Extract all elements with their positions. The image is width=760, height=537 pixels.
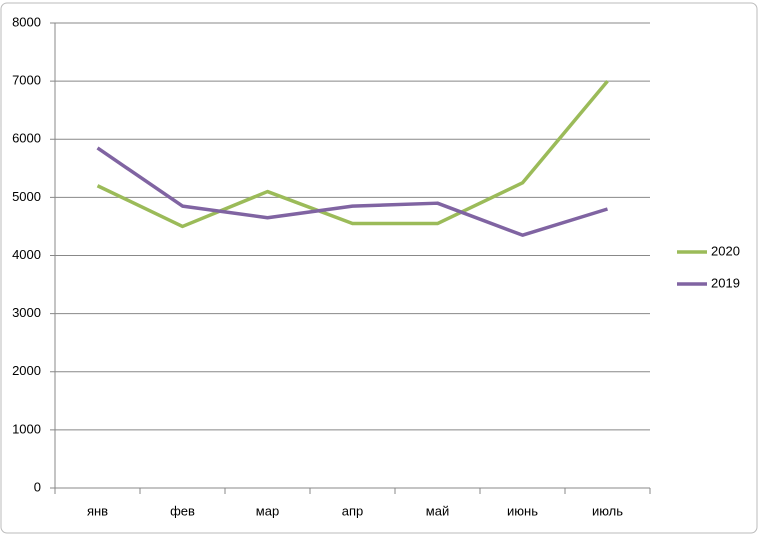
x-tick-label: май bbox=[426, 503, 449, 518]
y-tick-label: 8000 bbox=[12, 14, 41, 29]
legend-label: 2019 bbox=[711, 275, 740, 290]
y-tick-label: 3000 bbox=[12, 305, 41, 320]
x-tick-label: июнь bbox=[507, 503, 538, 518]
x-tick-label: июль bbox=[592, 503, 623, 518]
y-tick-label: 7000 bbox=[12, 73, 41, 88]
legend-label: 2020 bbox=[711, 243, 740, 258]
x-tick-label: апр bbox=[342, 503, 364, 518]
y-tick-label: 0 bbox=[34, 479, 41, 494]
x-tick-label: фев bbox=[170, 503, 195, 518]
y-tick-label: 2000 bbox=[12, 363, 41, 378]
series-line bbox=[96, 146, 609, 237]
series-line bbox=[96, 80, 609, 229]
y-tick-label: 1000 bbox=[12, 421, 41, 436]
y-tick-label: 5000 bbox=[12, 189, 41, 204]
x-tick-label: мар bbox=[256, 503, 279, 518]
y-tick-label: 6000 bbox=[12, 131, 41, 146]
y-tick-label: 4000 bbox=[12, 247, 41, 262]
x-tick-label: янв bbox=[87, 503, 108, 518]
